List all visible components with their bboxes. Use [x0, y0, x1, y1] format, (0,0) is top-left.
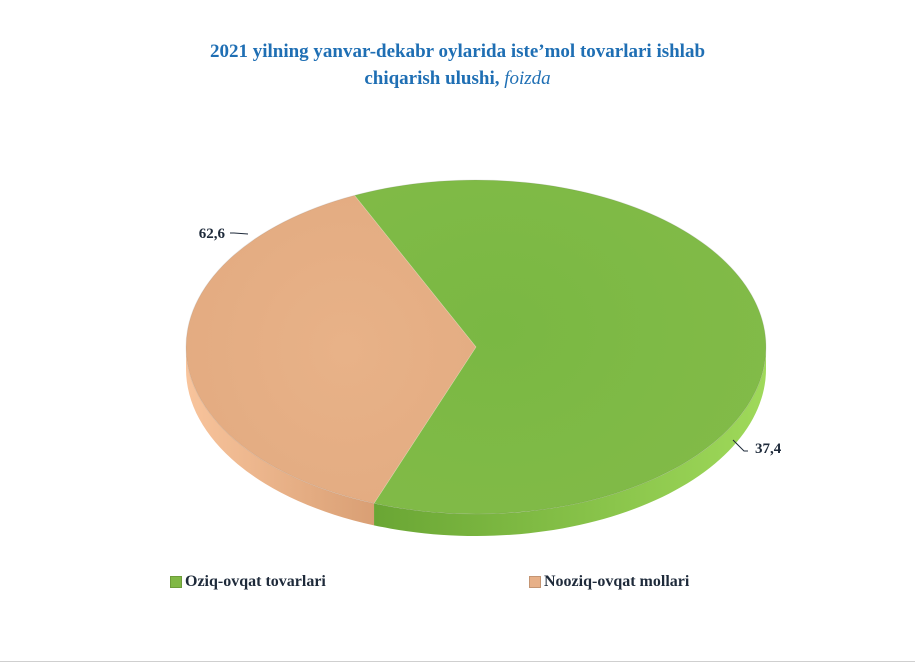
pie-side-1 — [186, 347, 375, 526]
legend-item-nooziq-ovqat: Nooziq-ovqat mollari — [529, 573, 689, 591]
pie-rim — [185, 179, 767, 515]
bottom-divider — [0, 661, 915, 662]
chart-title-line2: chiqarish ulushi, — [364, 68, 500, 89]
leader-line-1 — [732, 439, 748, 452]
chart-title-unit: foizda — [504, 68, 551, 89]
pie-side-0 — [374, 347, 766, 536]
pie-layer — [185, 179, 767, 536]
pie-slice-0 — [353, 179, 767, 515]
chart-title: 2021 yilning yanvar-dekabr oylarida iste… — [0, 38, 915, 92]
legend-swatch-green — [170, 576, 182, 588]
data-label-1: 37,4 — [755, 441, 782, 457]
leader-line-0 — [230, 232, 249, 235]
legend-label: Oziq-ovqat tovarlari — [185, 573, 326, 590]
data-label-0: 62,6 — [199, 226, 226, 242]
data-labels: 62,6 37,4 — [199, 226, 782, 457]
chart-title-line1: 2021 yilning yanvar-dekabr oylarida iste… — [209, 41, 706, 62]
pie-slice-1 — [185, 195, 477, 504]
legend-swatch-peach — [529, 576, 541, 588]
legend-label: Nooziq-ovqat mollari — [544, 573, 690, 590]
legend: Oziq-ovqat tovarlari Nooziq-ovqat mollar… — [0, 573, 915, 597]
legend-item-oziq-ovqat: Oziq-ovqat tovarlari — [170, 573, 326, 591]
